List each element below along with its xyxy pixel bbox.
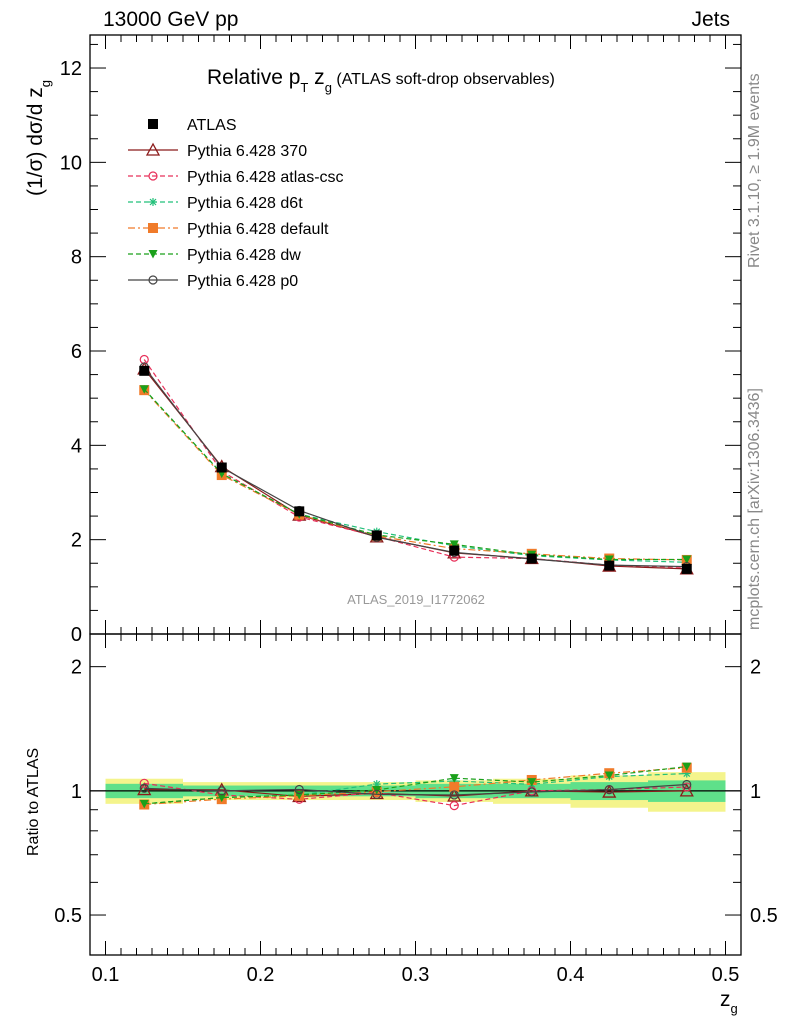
- y-tick-label: 2: [71, 530, 82, 552]
- data-point: [371, 530, 382, 541]
- ratio-y-axis-label: Ratio to ATLAS: [25, 748, 42, 856]
- data-point: [681, 563, 692, 574]
- x-tick-label: 0.5: [712, 964, 740, 986]
- ratio-point: [217, 786, 227, 796]
- legend-label-4: Pythia 6.428 dw: [187, 247, 301, 264]
- ratio-point: [139, 778, 149, 788]
- main-series-group: [137, 354, 694, 575]
- x-tick-label: 0.1: [92, 964, 120, 986]
- y-tick-label: 12: [60, 58, 82, 80]
- ratio-point: [682, 779, 692, 790]
- series-line-4: [143, 388, 687, 561]
- legend-label-data: ATLAS: [187, 117, 237, 134]
- ratio-point: [449, 801, 459, 811]
- ratio-point: [372, 789, 382, 799]
- energy-label: 13000 GeV pp: [103, 8, 239, 31]
- y-tick-label: 4: [71, 435, 82, 457]
- legend: ATLAS Pythia 6.428 370 Pythia 6.428 atlas-…: [128, 117, 344, 290]
- ratio-point: [682, 782, 692, 792]
- data-point: [526, 553, 537, 564]
- data-point: [449, 545, 460, 556]
- y-tick-label: 0: [71, 624, 82, 646]
- ratio-tick-label: 1: [71, 781, 82, 803]
- data-point: [604, 560, 615, 571]
- ratio-tick-label: 0.5: [54, 905, 82, 927]
- legend-label-1: Pythia 6.428 atlas-csc: [187, 169, 344, 186]
- data-point: [139, 365, 150, 376]
- ratio-point: [682, 762, 692, 772]
- y-tick-label: 8: [71, 247, 82, 269]
- series-point: [449, 540, 459, 549]
- legend-label-5: Pythia 6.428 p0: [187, 273, 298, 290]
- series-point: [139, 385, 149, 394]
- ratio-line-5: [144, 783, 687, 796]
- ratio-line-4: [144, 766, 687, 805]
- ratio-point: [449, 790, 459, 800]
- legend-marker-4: [148, 250, 158, 259]
- ratio-tick-label: 2: [71, 657, 82, 679]
- y-tick-label: 6: [71, 341, 82, 363]
- ratio-point: [527, 778, 537, 787]
- y-axis-label: (1/σ) dσ/d zg: [24, 80, 53, 196]
- ratio-point: [217, 793, 227, 803]
- ratio-series-group: [137, 762, 694, 811]
- mcplots-label: mcplots.cern.ch [arXiv:1306.3436]: [746, 388, 763, 630]
- legend-marker-3: [148, 223, 158, 233]
- ratio-line-3: [144, 767, 687, 806]
- legend-marker-2: [149, 198, 157, 206]
- legend-marker-5: [148, 275, 158, 285]
- series-line-3: [143, 389, 687, 561]
- rivet-label: Rivet 3.1.10, ≥ 1.9M events: [746, 73, 763, 268]
- ratio-point: [294, 784, 304, 795]
- ratio-point: [527, 787, 537, 797]
- ratio-point: [139, 799, 149, 809]
- ratio-point: [604, 771, 614, 780]
- legend-label-2: Pythia 6.428 d6t: [187, 195, 303, 212]
- ratio-point: [604, 785, 614, 795]
- ratio-point: [139, 783, 149, 793]
- legend-marker-0: [145, 142, 161, 156]
- y-tick-label: 10: [60, 152, 82, 174]
- legend-label-3: Pythia 6.428 default: [187, 221, 329, 238]
- ratio-point: [449, 774, 459, 783]
- x-axis-label: zg: [720, 988, 738, 1016]
- chart-title: Relative pT zg (ATLAS soft-drop observab…: [207, 66, 555, 95]
- jets-label: Jets: [691, 8, 730, 31]
- legend-marker-1: [148, 171, 158, 181]
- ratio-tick-label-right: 2: [750, 657, 761, 679]
- x-tick-label: 0.3: [402, 964, 430, 986]
- ratio-tick-label-right: 0.5: [750, 905, 778, 927]
- series-line-5: [143, 366, 687, 568]
- ratio-point: [137, 782, 152, 796]
- data-point: [216, 462, 227, 473]
- series-point: [682, 555, 692, 564]
- legend-label-0: Pythia 6.428 370: [187, 143, 307, 160]
- ratio-point: [449, 781, 460, 792]
- series-point: [604, 555, 614, 564]
- x-tick-label: 0.2: [247, 964, 275, 986]
- ratio-line-1: [144, 782, 687, 807]
- legend-marker-data: [148, 119, 158, 129]
- analysis-watermark: ATLAS_2019_I1772062: [347, 592, 485, 607]
- ratio-tick-label-right: 1: [750, 781, 761, 803]
- x-tick-label: 0.4: [557, 964, 585, 986]
- data-point: [294, 506, 305, 517]
